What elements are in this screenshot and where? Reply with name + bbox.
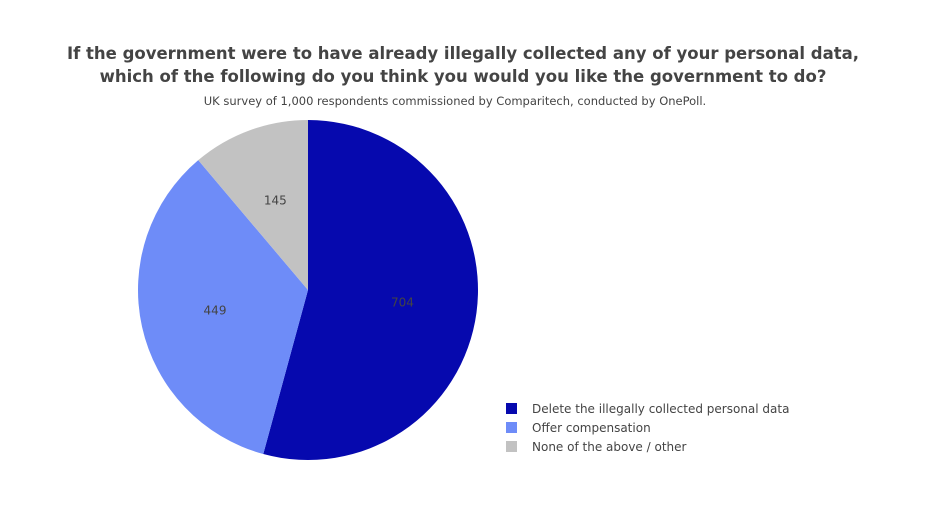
legend-item-delete[interactable]: Delete the illegally collected personal … xyxy=(506,399,789,418)
legend-swatch-compensation xyxy=(506,422,517,433)
pie-slice-compensation[interactable] xyxy=(137,160,308,455)
legend-swatch-delete xyxy=(506,403,517,414)
legend-label-other: None of the above / other xyxy=(532,439,687,454)
legend-item-compensation[interactable]: Offer compensation xyxy=(506,418,789,437)
legend-label-compensation: Offer compensation xyxy=(532,420,651,435)
slice-label-other: 145 xyxy=(264,194,287,208)
chart-title-line-2: which of the following do you think you … xyxy=(99,67,827,86)
chart-title: If the government were to have already i… xyxy=(0,42,926,88)
chart-title-line-1: If the government were to have already i… xyxy=(66,44,860,63)
pie-slice-delete[interactable] xyxy=(263,120,478,461)
legend-item-other[interactable]: None of the above / other xyxy=(506,437,789,456)
legend: Delete the illegally collected personal … xyxy=(506,399,789,456)
slice-label-compensation: 449 xyxy=(204,304,227,318)
legend-label-delete: Delete the illegally collected personal … xyxy=(532,401,790,416)
legend-swatch-other xyxy=(506,441,517,452)
pie-slice-other[interactable] xyxy=(198,120,308,290)
slice-label-delete: 704 xyxy=(391,296,414,310)
chart-subtitle: UK survey of 1,000 respondents commissio… xyxy=(203,94,707,108)
